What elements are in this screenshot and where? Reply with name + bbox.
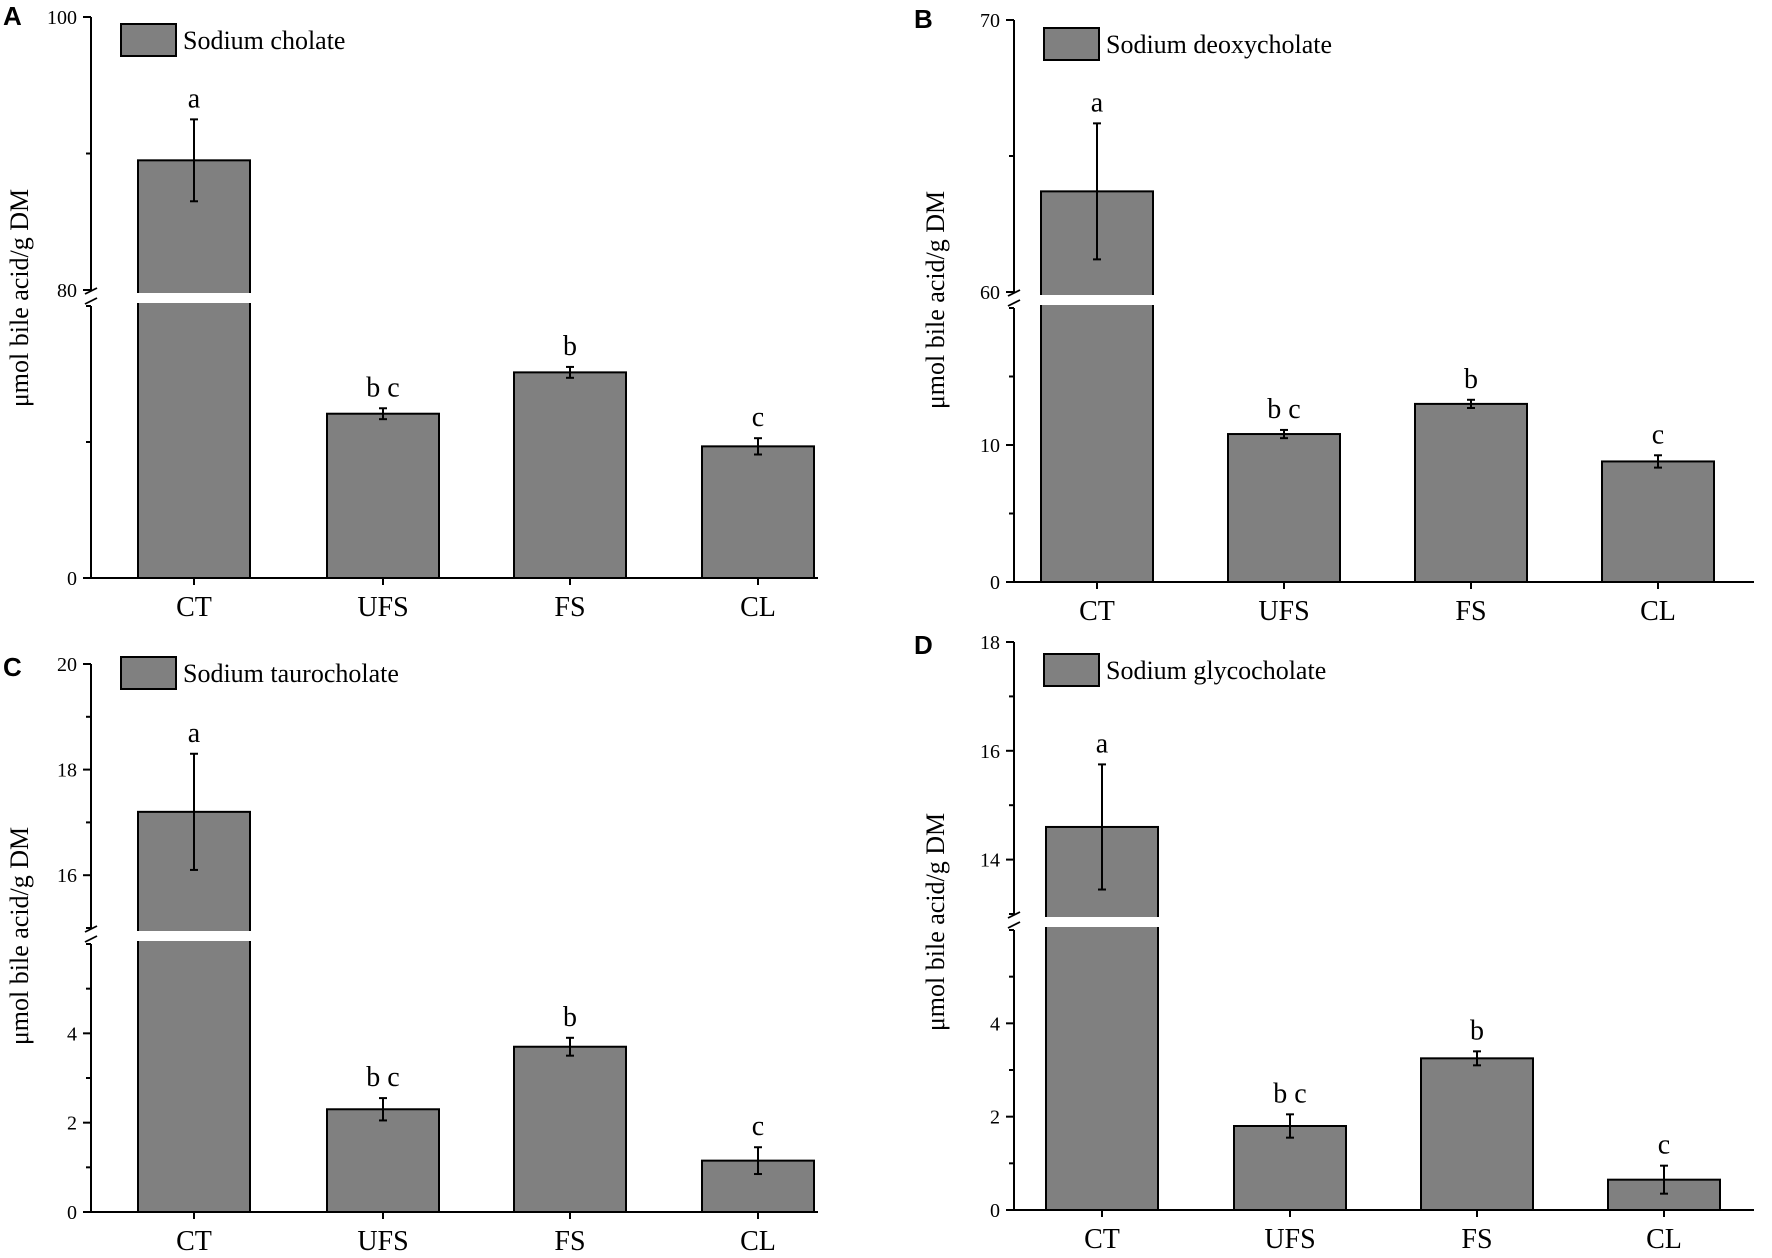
bar-fs <box>1420 1057 1534 1212</box>
panel-letter: C <box>3 652 22 682</box>
bar-ufs <box>326 1108 440 1214</box>
y-tick-label: 4 <box>990 1013 1000 1035</box>
significance-label: c <box>752 402 764 433</box>
y-tick-label: 20 <box>57 654 77 676</box>
x-tick-label: FS <box>1455 596 1486 627</box>
x-tick-label: FS <box>1461 1224 1492 1255</box>
chart-panel-b: Ba CT b c UFS b FS c CL 0 10 60 70 μmol bile acid/g … <box>914 4 1754 627</box>
y-tick-label: 2 <box>67 1113 77 1135</box>
bar-ufs <box>1227 433 1341 584</box>
x-tick-label: UFS <box>1264 1224 1315 1255</box>
significance-label: b c <box>1267 394 1300 425</box>
axis-break-mark <box>1007 921 1021 929</box>
legend-swatch <box>120 656 177 690</box>
y-tick-label: 4 <box>67 1023 77 1045</box>
bar-cl <box>701 445 815 579</box>
significance-label: a <box>188 718 201 749</box>
y-tick-label: 10 <box>980 435 1000 457</box>
x-tick-label: CT <box>176 592 212 623</box>
axis-break-mark <box>1007 299 1021 307</box>
panel-letter: D <box>914 630 933 660</box>
y-axis-label: μmol bile acid/g DM <box>5 189 34 407</box>
legend-label: Sodium glycocholate <box>1106 656 1326 685</box>
significance-label: a <box>1091 87 1104 118</box>
legend-swatch <box>1043 27 1100 61</box>
bar-fs <box>513 1045 627 1213</box>
panel-letter: A <box>3 1 22 31</box>
significance-label: b <box>563 1002 577 1033</box>
x-tick-label: CL <box>740 1226 776 1257</box>
bar-ct <box>137 810 251 1214</box>
bar-cl <box>1601 460 1715 583</box>
x-tick-label: FS <box>554 1226 585 1257</box>
y-tick-label: 18 <box>57 760 77 782</box>
significance-label: a <box>1096 728 1109 759</box>
legend-label: Sodium cholate <box>183 26 345 55</box>
axis-break-mark <box>84 297 98 305</box>
chart-panel-a: Aa CT b c UFS b FS c CL 0 80 100 μmol bile acid/g D… <box>3 1 818 623</box>
significance-label: b c <box>366 372 399 403</box>
x-tick-label: UFS <box>1258 596 1309 627</box>
x-tick-label: CL <box>1646 1224 1682 1255</box>
chart-panel-c: Ca CT b c UFS b FS c CL 0 2 4 16 18 20 μmol bile acid/… <box>3 652 818 1257</box>
bar-break-gap <box>136 931 252 941</box>
chart-panel-d: Da CT b c UFS b FS c CL 0 2 4 14 16 18 μmol bile acid/… <box>914 630 1754 1255</box>
y-axis-label: μmol bile acid/g DM <box>921 191 950 409</box>
bar-ct <box>137 159 251 579</box>
significance-label: c <box>1652 419 1664 450</box>
y-tick-label: 100 <box>47 7 77 29</box>
x-tick-label: UFS <box>357 1226 408 1257</box>
y-axis-label: μmol bile acid/g DM <box>921 813 950 1031</box>
legend-label: Sodium taurocholate <box>183 659 399 688</box>
y-tick-label: 0 <box>67 568 77 590</box>
bar-ufs <box>326 412 440 579</box>
axis-break-mark <box>84 935 98 943</box>
x-tick-label: CT <box>1079 596 1115 627</box>
bar-fs <box>513 371 627 580</box>
significance-label: b c <box>366 1062 399 1093</box>
bar-break-gap <box>1039 295 1155 305</box>
x-tick-label: UFS <box>357 592 408 623</box>
significance-label: c <box>1658 1130 1670 1161</box>
y-tick-label: 60 <box>980 282 1000 304</box>
y-axis-label: μmol bile acid/g DM <box>5 827 34 1045</box>
y-tick-label: 16 <box>57 865 77 887</box>
panel-letter: B <box>914 4 933 34</box>
significance-label: b <box>1464 364 1478 395</box>
y-tick-label: 70 <box>980 10 1000 32</box>
significance-label: c <box>752 1111 764 1142</box>
y-tick-label: 0 <box>67 1202 77 1224</box>
y-tick-label: 2 <box>990 1107 1000 1129</box>
significance-label: a <box>188 83 201 114</box>
x-tick-label: CT <box>1084 1224 1120 1255</box>
x-tick-label: CT <box>176 1226 212 1257</box>
bar-ct <box>1045 825 1159 1212</box>
x-tick-label: CL <box>1640 596 1676 627</box>
x-tick-label: CL <box>740 592 776 623</box>
legend-swatch <box>120 23 177 57</box>
y-tick-label: 16 <box>980 741 1000 763</box>
bar-fs <box>1414 402 1528 583</box>
significance-label: b <box>1470 1015 1484 1046</box>
significance-label: b <box>563 331 577 362</box>
y-tick-label: 0 <box>990 572 1000 594</box>
y-tick-label: 80 <box>57 280 77 302</box>
bar-break-gap <box>1044 917 1160 927</box>
legend-label: Sodium deoxycholate <box>1106 30 1332 59</box>
x-tick-label: FS <box>554 592 585 623</box>
bar-break-gap <box>136 293 252 303</box>
y-tick-label: 14 <box>980 850 1000 872</box>
legend-swatch <box>1043 653 1100 687</box>
significance-label: b c <box>1273 1078 1306 1109</box>
y-tick-label: 18 <box>980 632 1000 654</box>
y-tick-label: 0 <box>990 1200 1000 1222</box>
